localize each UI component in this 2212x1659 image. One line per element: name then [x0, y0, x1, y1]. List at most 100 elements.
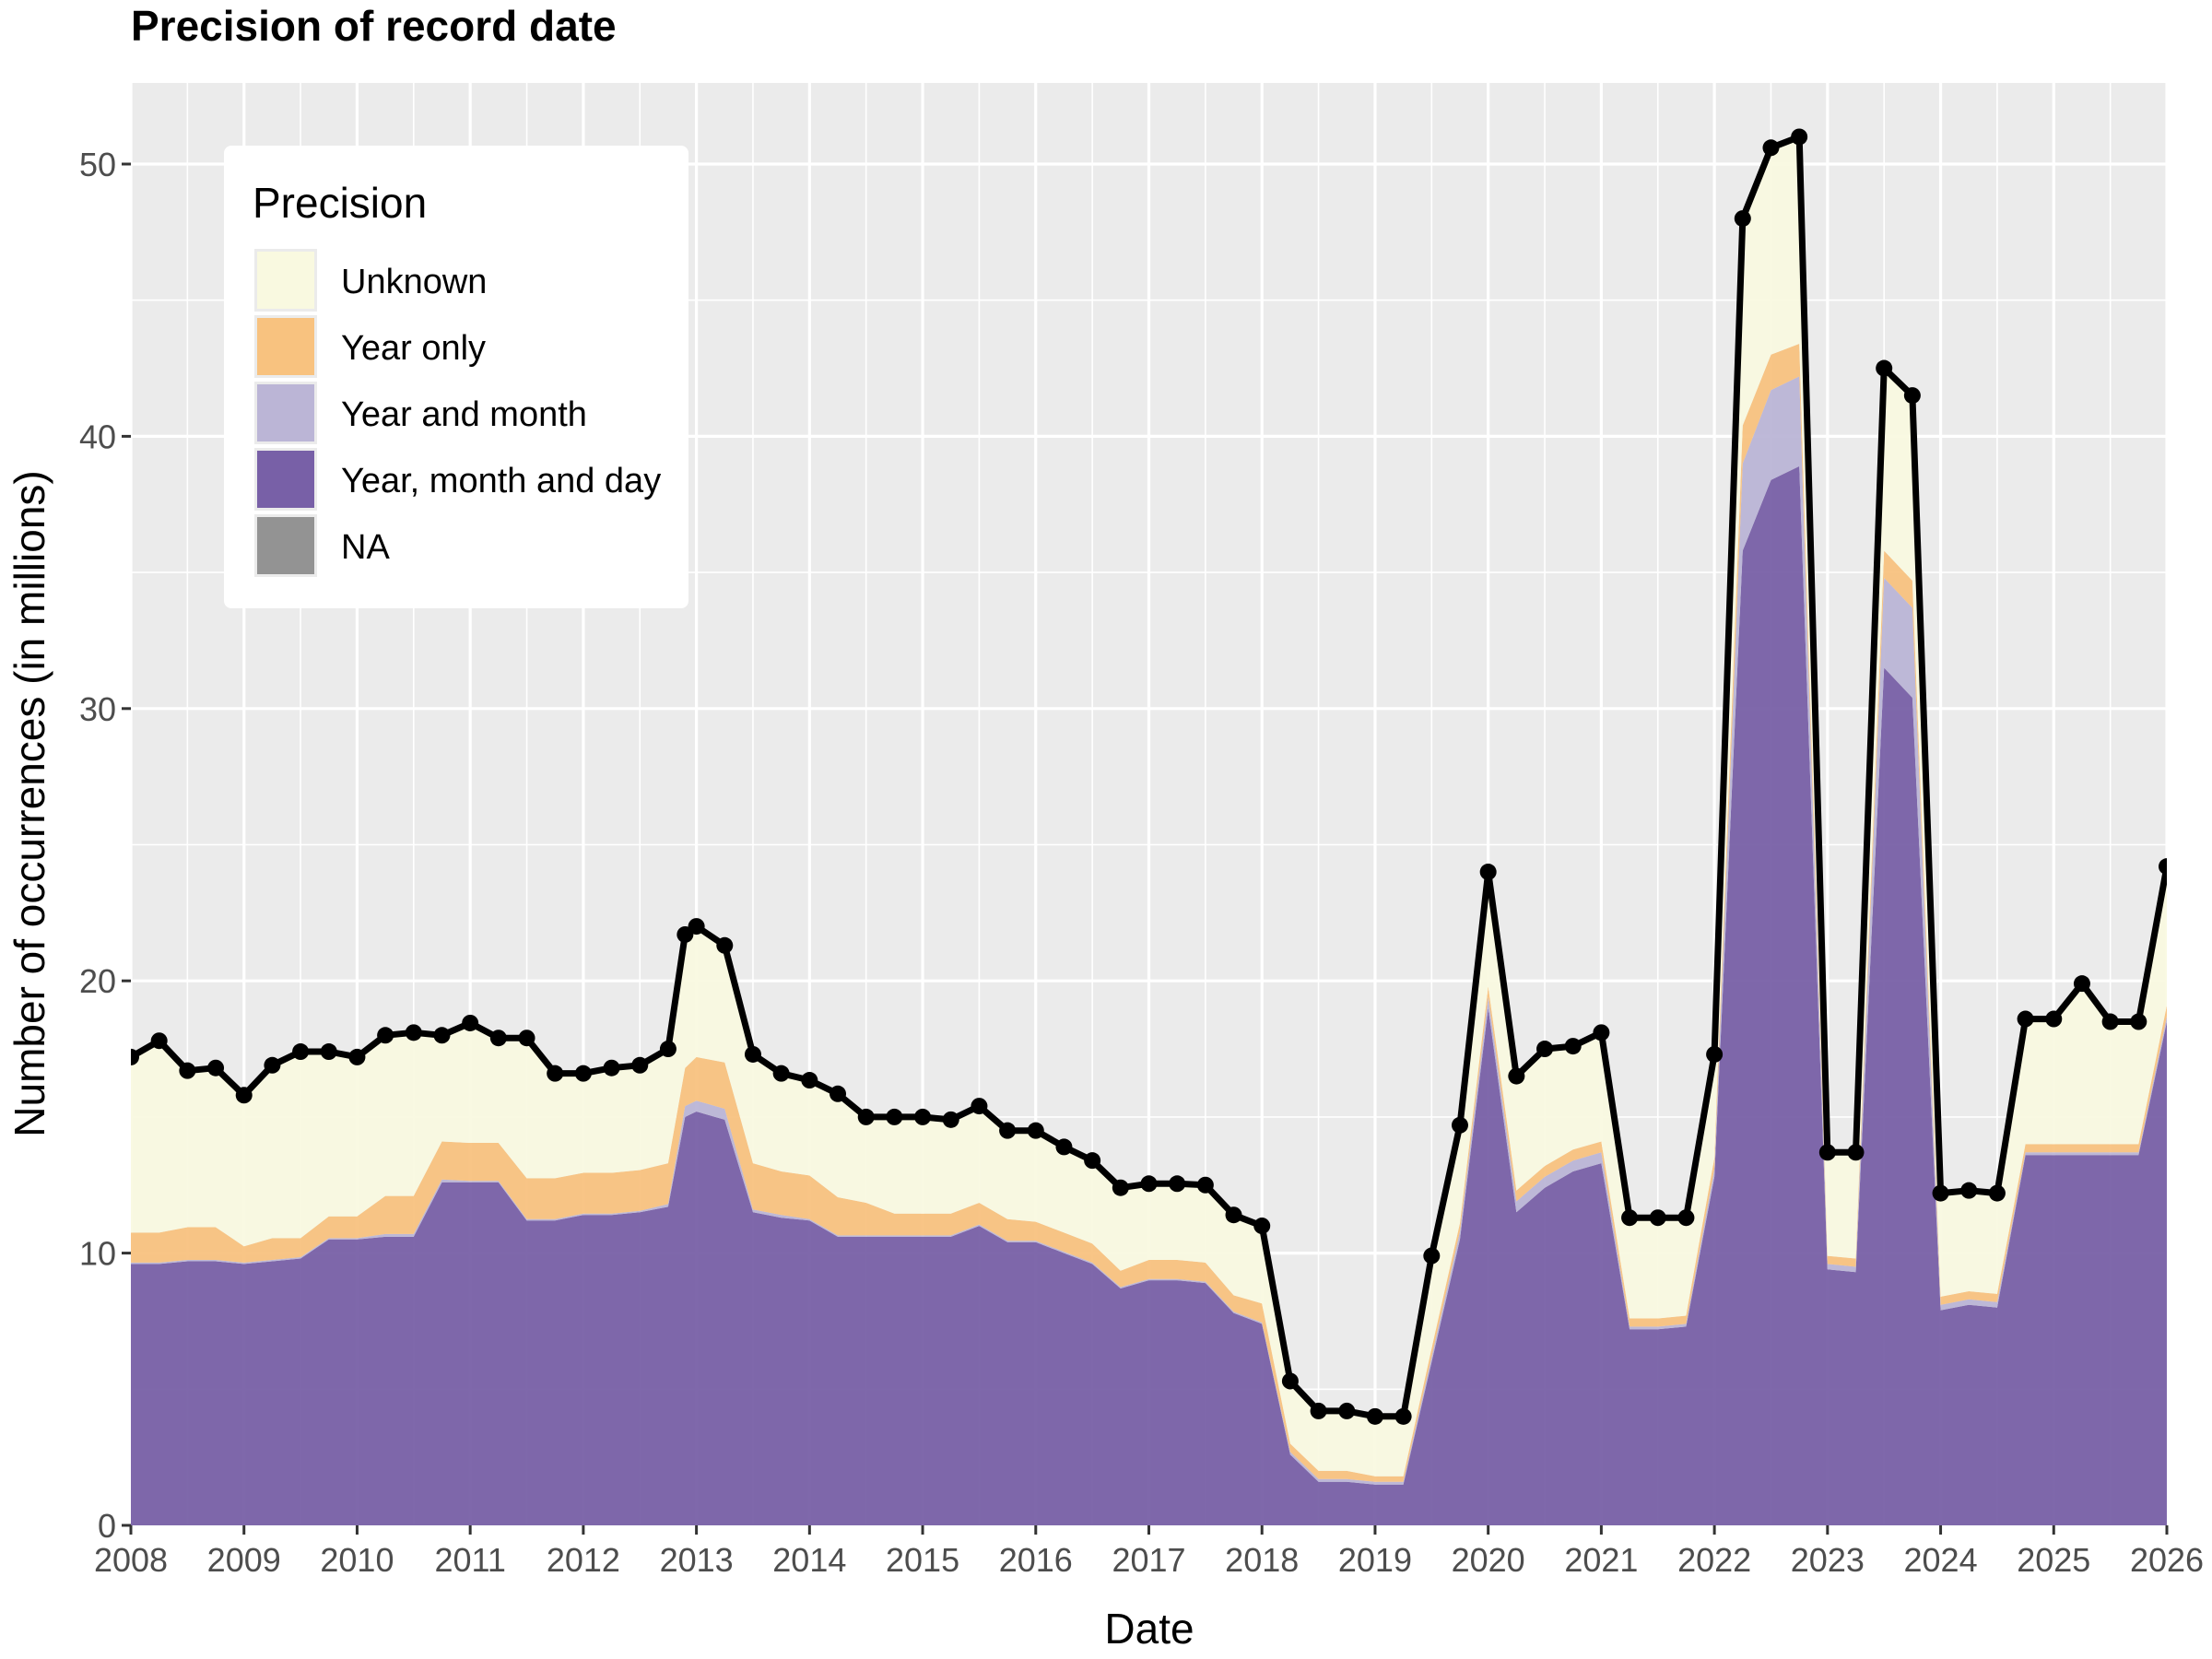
total-point	[1451, 1116, 1468, 1134]
total-point	[150, 1032, 168, 1050]
total-point	[1084, 1152, 1101, 1170]
total-point	[1253, 1218, 1271, 1235]
total-point	[1677, 1209, 1695, 1227]
total-point	[2073, 975, 2090, 993]
total-point	[1281, 1372, 1299, 1390]
total-point	[1140, 1175, 1158, 1193]
total-point	[2045, 1010, 2063, 1028]
legend-title: Precision	[253, 179, 427, 227]
total-point	[971, 1098, 988, 1115]
x-tick-label: 2020	[1452, 1541, 1525, 1579]
total-point	[1423, 1247, 1441, 1265]
total-point	[207, 1059, 225, 1077]
total-point	[2101, 1013, 2119, 1030]
total-point	[1366, 1407, 1383, 1425]
x-tick-label: 2018	[1225, 1541, 1299, 1579]
total-point	[1847, 1144, 1865, 1161]
total-point	[1762, 139, 1780, 157]
x-tick-label: 2010	[320, 1541, 394, 1579]
legend-swatch-unknown	[257, 252, 314, 309]
legend-swatch-year-and-month	[257, 384, 314, 441]
total-point	[348, 1048, 366, 1065]
total-point	[603, 1059, 620, 1077]
x-tick-label: 2016	[999, 1541, 1073, 1579]
y-tick-label: 0	[98, 1507, 116, 1545]
x-tick-label: 2021	[1564, 1541, 1638, 1579]
total-point	[942, 1111, 959, 1128]
total-point	[1706, 1045, 1724, 1063]
total-point	[1225, 1206, 1242, 1224]
x-tick-label: 2014	[772, 1541, 846, 1579]
total-point	[131, 1048, 139, 1065]
x-tick-label: 2025	[2017, 1541, 2090, 1579]
total-point	[2130, 1013, 2147, 1030]
y-tick-label: 30	[79, 690, 116, 728]
legend-label: Year only	[341, 329, 486, 368]
total-point	[659, 1041, 677, 1058]
legend-label: Unknown	[341, 263, 487, 301]
total-point	[320, 1043, 337, 1061]
legend: Precision Unknown Year only Year and month…	[224, 146, 688, 608]
total-point	[1649, 1209, 1666, 1227]
stacked-areas	[131, 136, 2167, 1525]
y-tick-label: 50	[79, 146, 116, 183]
total-point	[1960, 1182, 1978, 1199]
total-point	[716, 936, 734, 954]
total-point	[1818, 1144, 1836, 1161]
total-point	[1932, 1184, 1949, 1202]
total-point	[547, 1065, 564, 1082]
total-point	[1593, 1024, 1610, 1041]
total-line-layer	[131, 128, 2167, 1425]
total-point	[999, 1122, 1017, 1139]
total-point	[688, 918, 705, 935]
total-point	[405, 1024, 422, 1041]
legend-swatch-year-month-and-day	[257, 451, 314, 508]
total-point	[433, 1027, 451, 1044]
total-point	[377, 1027, 394, 1044]
x-tick-label: 2015	[886, 1541, 959, 1579]
total-point	[830, 1085, 847, 1102]
total-point	[2017, 1010, 2034, 1028]
y-axis-title: Number of occurrences (in millions)	[6, 470, 53, 1136]
area-unknown	[131, 136, 2167, 1477]
legend-label: Year and month	[341, 395, 587, 434]
x-tick-label: 2011	[434, 1541, 505, 1579]
total-point	[489, 1030, 507, 1047]
total-point	[462, 1014, 479, 1031]
total-point	[1112, 1179, 1129, 1196]
x-axis: 2008 2009 2010 2011 2012 2013 2014 2015 2016 2017…	[94, 1525, 2204, 1579]
x-tick-label: 2024	[1904, 1541, 1978, 1579]
legend-swatch-na	[257, 517, 314, 574]
legend-box	[224, 146, 688, 608]
x-tick-label: 2022	[1677, 1541, 1751, 1579]
x-tick-label: 2023	[1791, 1541, 1865, 1579]
total-point	[801, 1072, 818, 1089]
total-point	[2159, 858, 2167, 876]
x-tick-label: 2019	[1338, 1541, 1412, 1579]
total-point	[235, 1087, 253, 1104]
total-point	[1508, 1067, 1525, 1085]
x-tick-label: 2013	[660, 1541, 734, 1579]
total-point	[1988, 1184, 2006, 1202]
total-point	[1055, 1138, 1073, 1156]
total-point	[857, 1108, 875, 1125]
total-point	[1876, 359, 1893, 377]
total-point	[1791, 128, 1808, 146]
total-point	[1196, 1176, 1214, 1194]
total-point	[1338, 1402, 1356, 1419]
total-point	[574, 1065, 592, 1082]
total-point	[1564, 1038, 1582, 1055]
total-point	[292, 1043, 310, 1061]
total-point	[744, 1045, 761, 1063]
legend-swatch-year-only	[257, 318, 314, 375]
total-point	[914, 1108, 932, 1125]
total-point	[1621, 1209, 1639, 1227]
area-year-month-and-day	[131, 465, 2167, 1525]
total-point	[264, 1056, 281, 1074]
total-point	[1027, 1122, 1044, 1139]
x-axis-title: Date	[1104, 1605, 1194, 1653]
x-tick-label: 2012	[547, 1541, 620, 1579]
y-tick-label: 10	[79, 1235, 116, 1273]
area-year-only	[131, 344, 2167, 1482]
total-point	[518, 1030, 535, 1047]
